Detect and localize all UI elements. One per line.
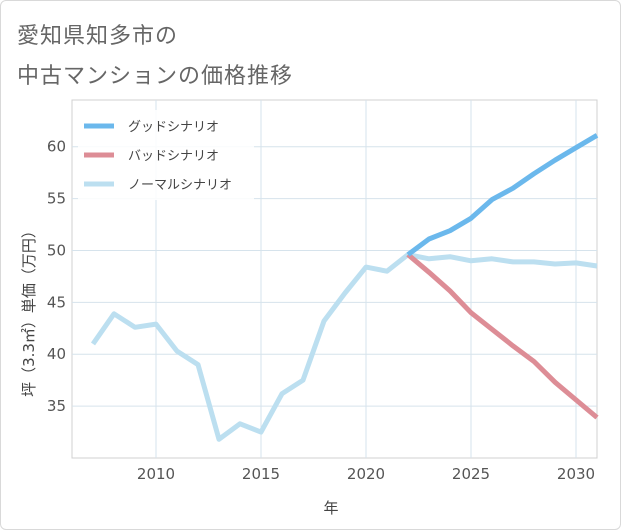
- series-line-2: [90, 252, 598, 442]
- x-axis-label: 年: [323, 499, 338, 517]
- series-lines: [90, 133, 599, 442]
- grid-lines: [71, 99, 598, 459]
- y-tick-label: 40: [47, 345, 66, 363]
- y-tick-label: 35: [47, 397, 66, 415]
- legend-label: ノーマルシナリオ: [128, 178, 232, 193]
- x-tick-label: 2025: [452, 465, 490, 483]
- legend-label: バッドシナリオ: [128, 149, 219, 164]
- series-line-0: [406, 133, 599, 257]
- y-tick-label: 50: [47, 241, 66, 259]
- x-tick-label: 2030: [557, 465, 595, 483]
- legend-label: グッドシナリオ: [128, 120, 219, 135]
- y-axis-label: 坪（3.3㎡）単価（万円）: [20, 223, 38, 397]
- x-tick-label: 2015: [242, 465, 280, 483]
- x-tick-labels: 2010 2015 2020 2025 2030: [137, 465, 595, 483]
- y-tick-labels: 35 40 45 50 55 60: [47, 138, 66, 415]
- plot-area-border: [71, 99, 598, 459]
- y-tick-label: 45: [47, 293, 66, 311]
- y-tick-label: 55: [47, 190, 66, 208]
- y-tick-label: 60: [47, 138, 66, 156]
- chart-title-line-1: 愛知県知多市の: [17, 24, 179, 49]
- x-tick-label: 2010: [137, 465, 175, 483]
- x-tick-label: 2020: [347, 465, 385, 483]
- chart-title-line-2: 中古マンションの価格推移: [17, 64, 294, 89]
- series-line-1: [406, 252, 599, 420]
